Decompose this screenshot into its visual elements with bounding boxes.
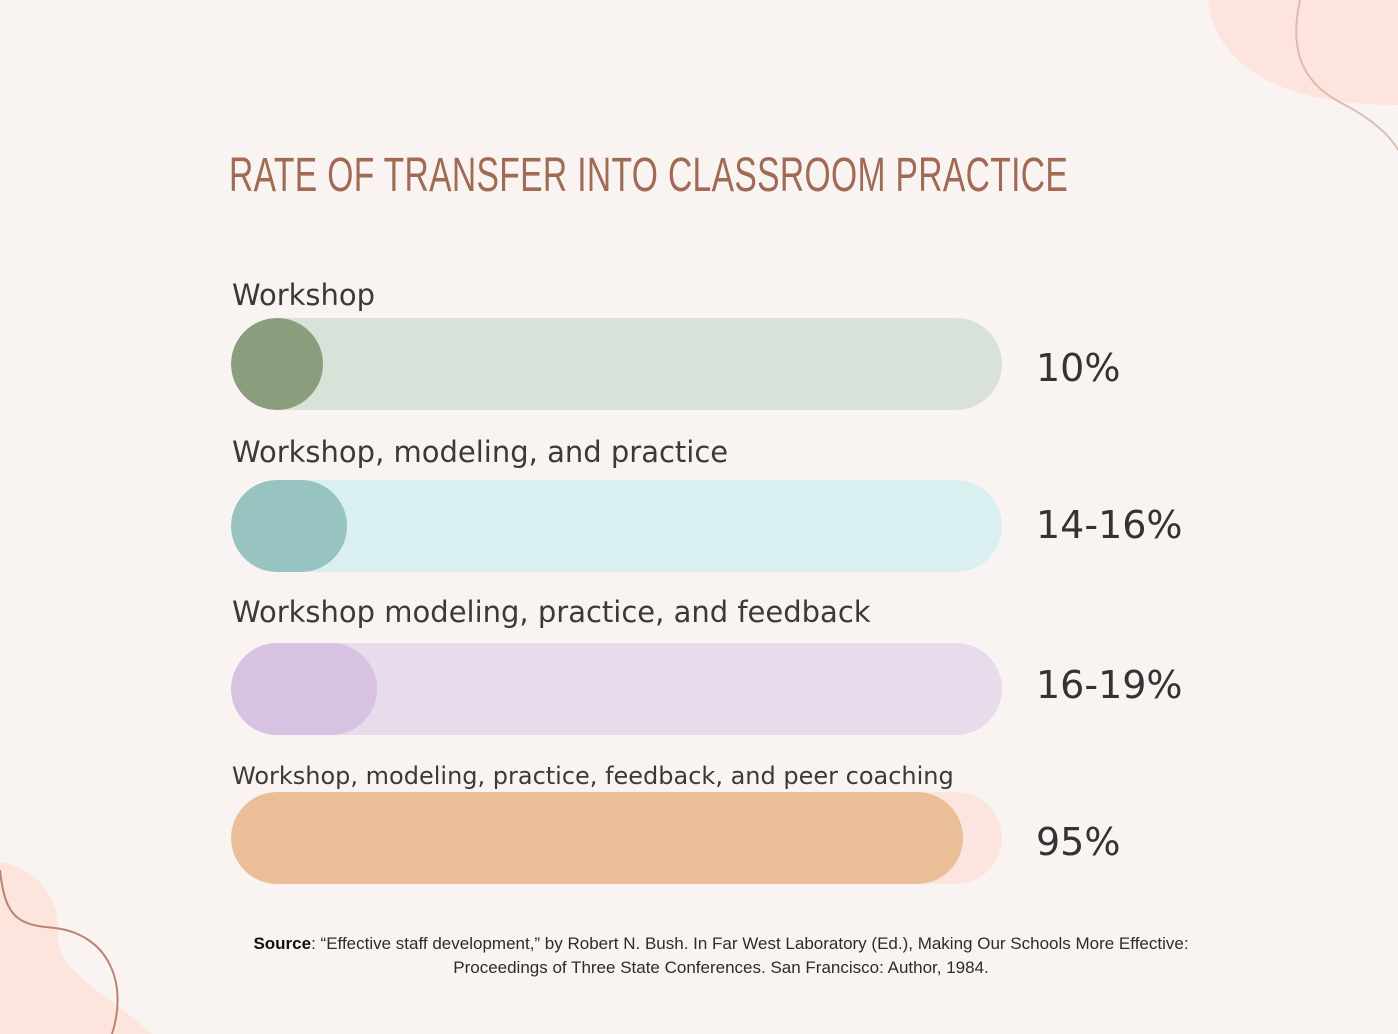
source-label: Source [253, 934, 312, 953]
value-label: 10% [1036, 346, 1121, 390]
row-label: Workshop modeling, practice, and feedbac… [232, 595, 871, 629]
bar-fill [231, 318, 323, 410]
source-citation: Source: “Effective staff development,” b… [240, 932, 1202, 980]
value-label: 16-19% [1036, 663, 1183, 707]
bottom-left-swirl [0, 869, 119, 1034]
bar-track [231, 318, 1002, 410]
bar-fill [231, 643, 378, 735]
bar-fill [231, 792, 964, 884]
bar-fill [231, 480, 347, 572]
bar-track [231, 792, 1002, 884]
row-label: Workshop [232, 278, 376, 312]
top-right-swirl [1295, 0, 1398, 151]
top-right-blob [1208, 0, 1398, 105]
value-label: 14-16% [1036, 503, 1183, 547]
bottom-left-blob [0, 862, 152, 1034]
bar-track [231, 643, 1002, 735]
chart-title: RATE OF TRANSFER INTO CLASSROOM PRACTICE [229, 149, 1069, 202]
row-label: Workshop, modeling, practice, feedback, … [232, 762, 954, 790]
value-label: 95% [1036, 820, 1121, 864]
bar-track [231, 480, 1002, 572]
source-text: : “Effective staff development,” by Robe… [311, 934, 1189, 977]
row-label: Workshop, modeling, and practice [232, 435, 729, 469]
